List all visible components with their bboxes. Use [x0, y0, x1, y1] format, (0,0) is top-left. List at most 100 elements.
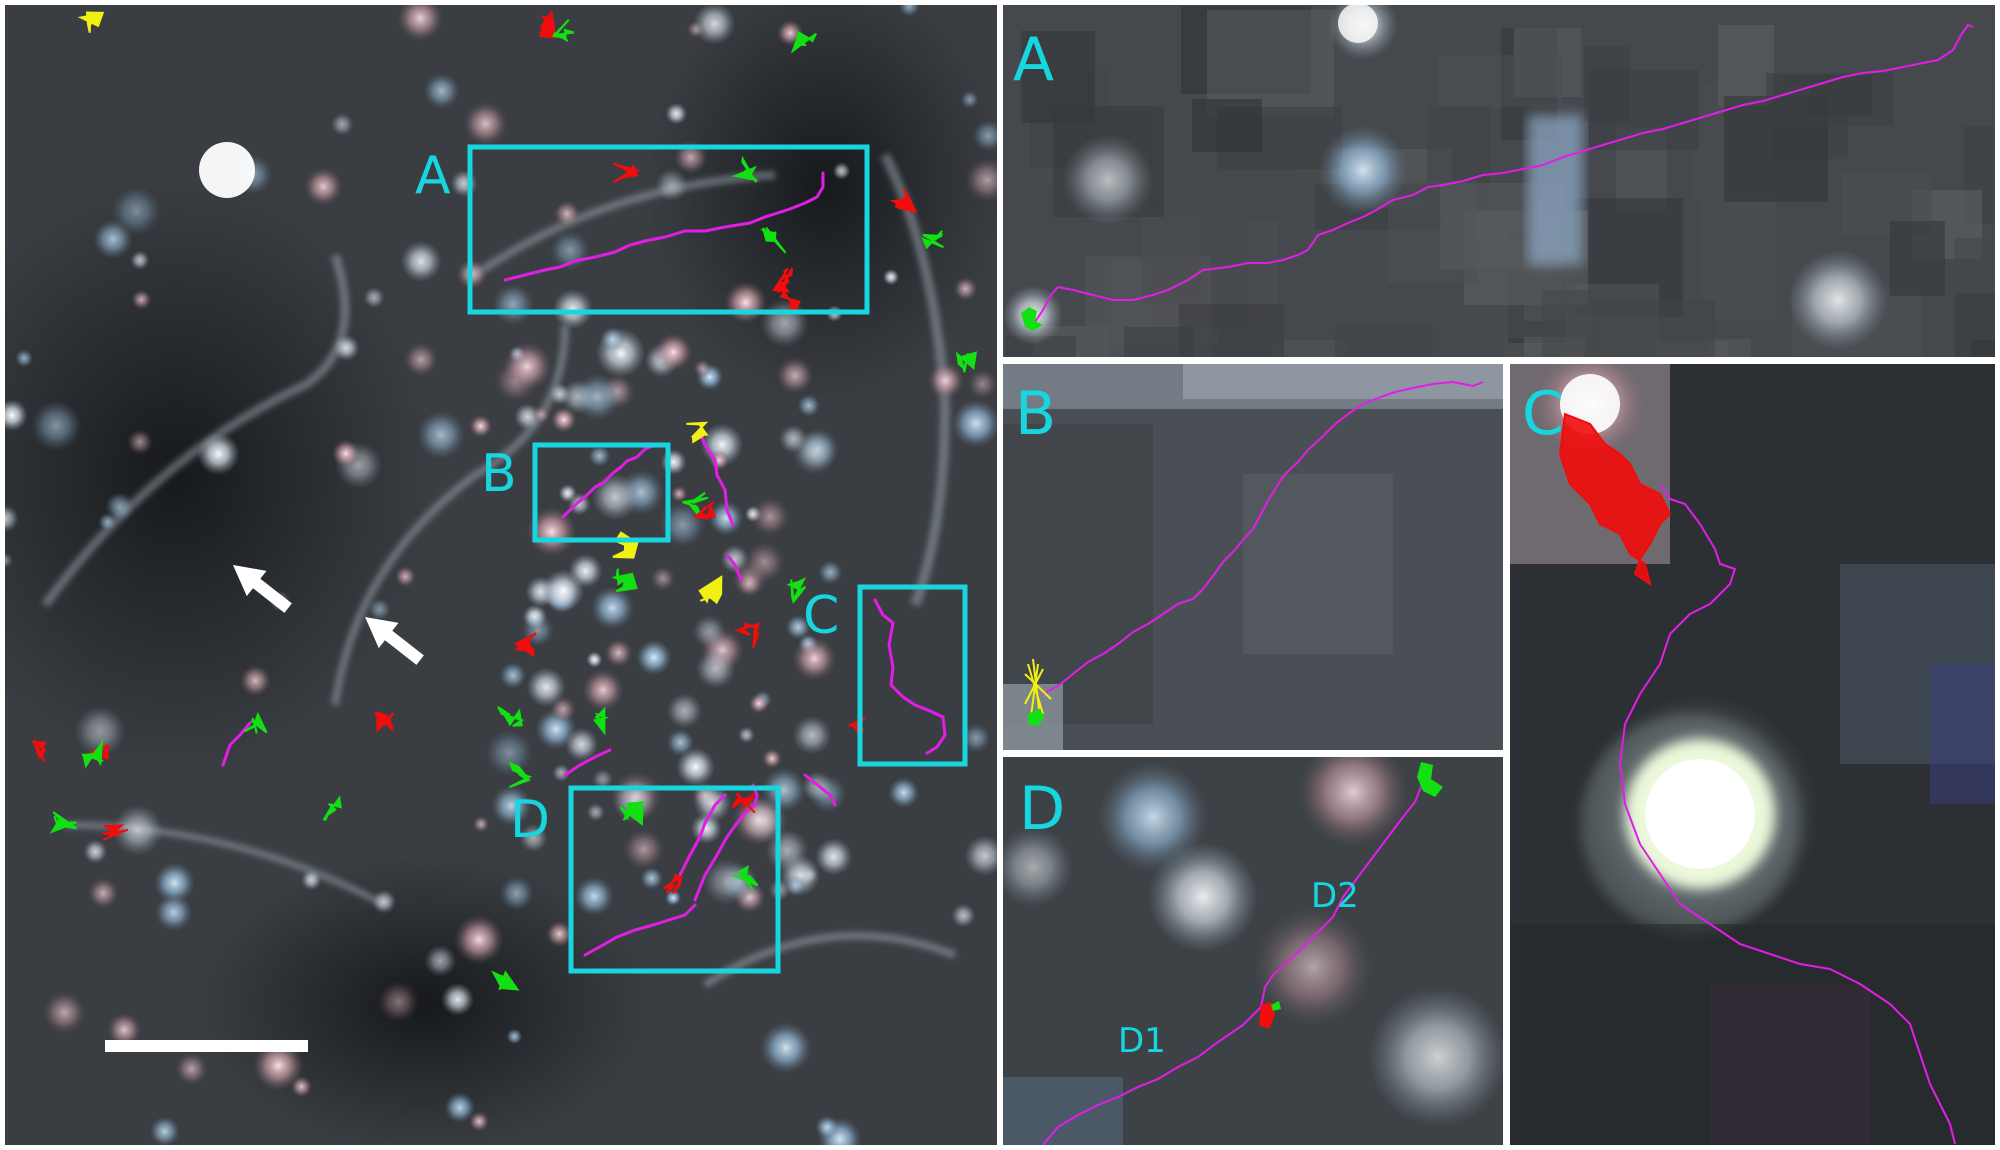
vesicle-spot: [665, 102, 688, 125]
vesicle-spot: [898, 5, 920, 17]
vesicle-spot: [550, 406, 577, 433]
vesicle-spot: [424, 944, 457, 977]
vesicle-spot: [591, 473, 639, 521]
vesicle-spot: [951, 903, 976, 928]
vesicle-spot: [403, 342, 438, 377]
vesicle-spot: [964, 835, 997, 877]
vesicle-spot: [965, 157, 997, 203]
nucleus-dark-region: [5, 175, 435, 775]
vesicle-spot: [693, 784, 732, 823]
vesicle-spot: [636, 639, 672, 676]
vesicle-spot: [760, 298, 810, 348]
track-blob: [786, 577, 807, 604]
inset-d-track-label-d1: D1: [1118, 1021, 1166, 1061]
vesicle-spots: [5, 5, 997, 1145]
vesicle-spot: [818, 560, 843, 585]
pixel-block: [1192, 99, 1262, 152]
vesicle-spot: [331, 113, 354, 136]
inset-a-image: A: [1003, 5, 1995, 357]
vesicle-spot: [15, 349, 34, 368]
vesicle-spot: [623, 828, 665, 870]
vesicle-spot: [695, 648, 736, 689]
vesicle-spot: [720, 544, 750, 574]
inset-b-yellow-blob: [1024, 658, 1052, 717]
track-a-magenta: [503, 171, 825, 282]
track-blob: [731, 792, 756, 814]
tracks: [221, 171, 947, 957]
vesicle-spot: [454, 914, 504, 965]
track-b-magenta: [561, 443, 657, 519]
track-blob: [889, 188, 918, 214]
vesicle-spot: [882, 268, 900, 286]
vesicle-spot: [792, 715, 832, 755]
inset-d-green-blob: [1271, 762, 1443, 1011]
vesicle-spot: [888, 777, 920, 809]
track-blob: [682, 491, 709, 518]
track-blob: [243, 711, 268, 734]
track-blobs: [32, 9, 978, 991]
inset-c-panel: C: [1510, 364, 1995, 1145]
vesicle-spot: [423, 73, 460, 109]
vesicle-spot: [748, 693, 769, 714]
vesicle-spot: [702, 857, 750, 906]
vesicle-spot: [155, 893, 193, 932]
vesicle-spot: [469, 414, 493, 438]
pixel-block: [1335, 326, 1433, 357]
vesicle-spot: [490, 785, 532, 827]
track-blob: [921, 230, 944, 250]
pixel-block: [1971, 340, 1995, 357]
vesicle-spot: [526, 667, 566, 707]
inset-a-panel: A: [1003, 5, 1995, 357]
vesicle-spot: [650, 566, 676, 591]
vesicle-spot: [130, 250, 150, 270]
inset-b-track: [1042, 381, 1484, 695]
vesicle-spot: [693, 5, 736, 45]
vesicle-spot: [553, 200, 581, 228]
track-blob: [772, 267, 793, 294]
vesicle-spot: [552, 289, 593, 330]
track-blob: [760, 226, 787, 254]
pixel-block: [1439, 55, 1562, 107]
vesicle-spot: [666, 728, 695, 757]
vesicle-spot: [972, 119, 997, 152]
inset-c-red-blob: [1558, 412, 1672, 587]
vesicle-spot: [814, 838, 853, 876]
inset-b-panel: B: [1003, 364, 1503, 750]
inset-b-image: B: [1003, 364, 1503, 750]
pixel-block: [1718, 25, 1774, 106]
overview-label-a: A: [415, 146, 451, 206]
track-blob: [611, 568, 638, 593]
arrows: [233, 565, 424, 665]
track-blob: [551, 19, 575, 42]
vesicle-spot: [111, 186, 161, 236]
vesicle-spot: [368, 597, 391, 621]
arrow-2: [365, 617, 424, 665]
vesicle-spot: [692, 614, 727, 649]
vesicle-spot: [43, 991, 86, 1034]
track-c-magenta: [873, 598, 947, 755]
inset-d-track-label-d2: D2: [1311, 876, 1359, 916]
overview-panel: A B C D: [5, 5, 997, 1145]
track-d2-magenta: [693, 783, 759, 902]
track-blob: [686, 421, 709, 444]
vesicle-spot: [750, 497, 790, 537]
vesicle-spot: [709, 450, 730, 471]
vesicle-spot: [546, 920, 573, 948]
vesicle-spot: [927, 362, 964, 399]
track-blob: [733, 622, 761, 649]
vesicle-spot: [30, 399, 83, 452]
vesicle-spot: [485, 729, 533, 777]
vesicle-spot: [592, 768, 614, 790]
track-d3-magenta: [678, 793, 727, 877]
vesicle-spot: [492, 283, 534, 326]
vesicle-spot: [416, 410, 466, 460]
pixel-block: [1890, 221, 1945, 296]
vesicle-spot: [5, 552, 14, 569]
vesicle-spot: [776, 357, 814, 394]
vesicle-spot: [532, 405, 551, 424]
box-c: [857, 584, 968, 767]
vesicle-spot: [564, 727, 599, 762]
vesicle-spot: [670, 485, 688, 503]
inset-c-label: C: [1522, 379, 1564, 449]
vesicle-spot: [785, 614, 811, 640]
